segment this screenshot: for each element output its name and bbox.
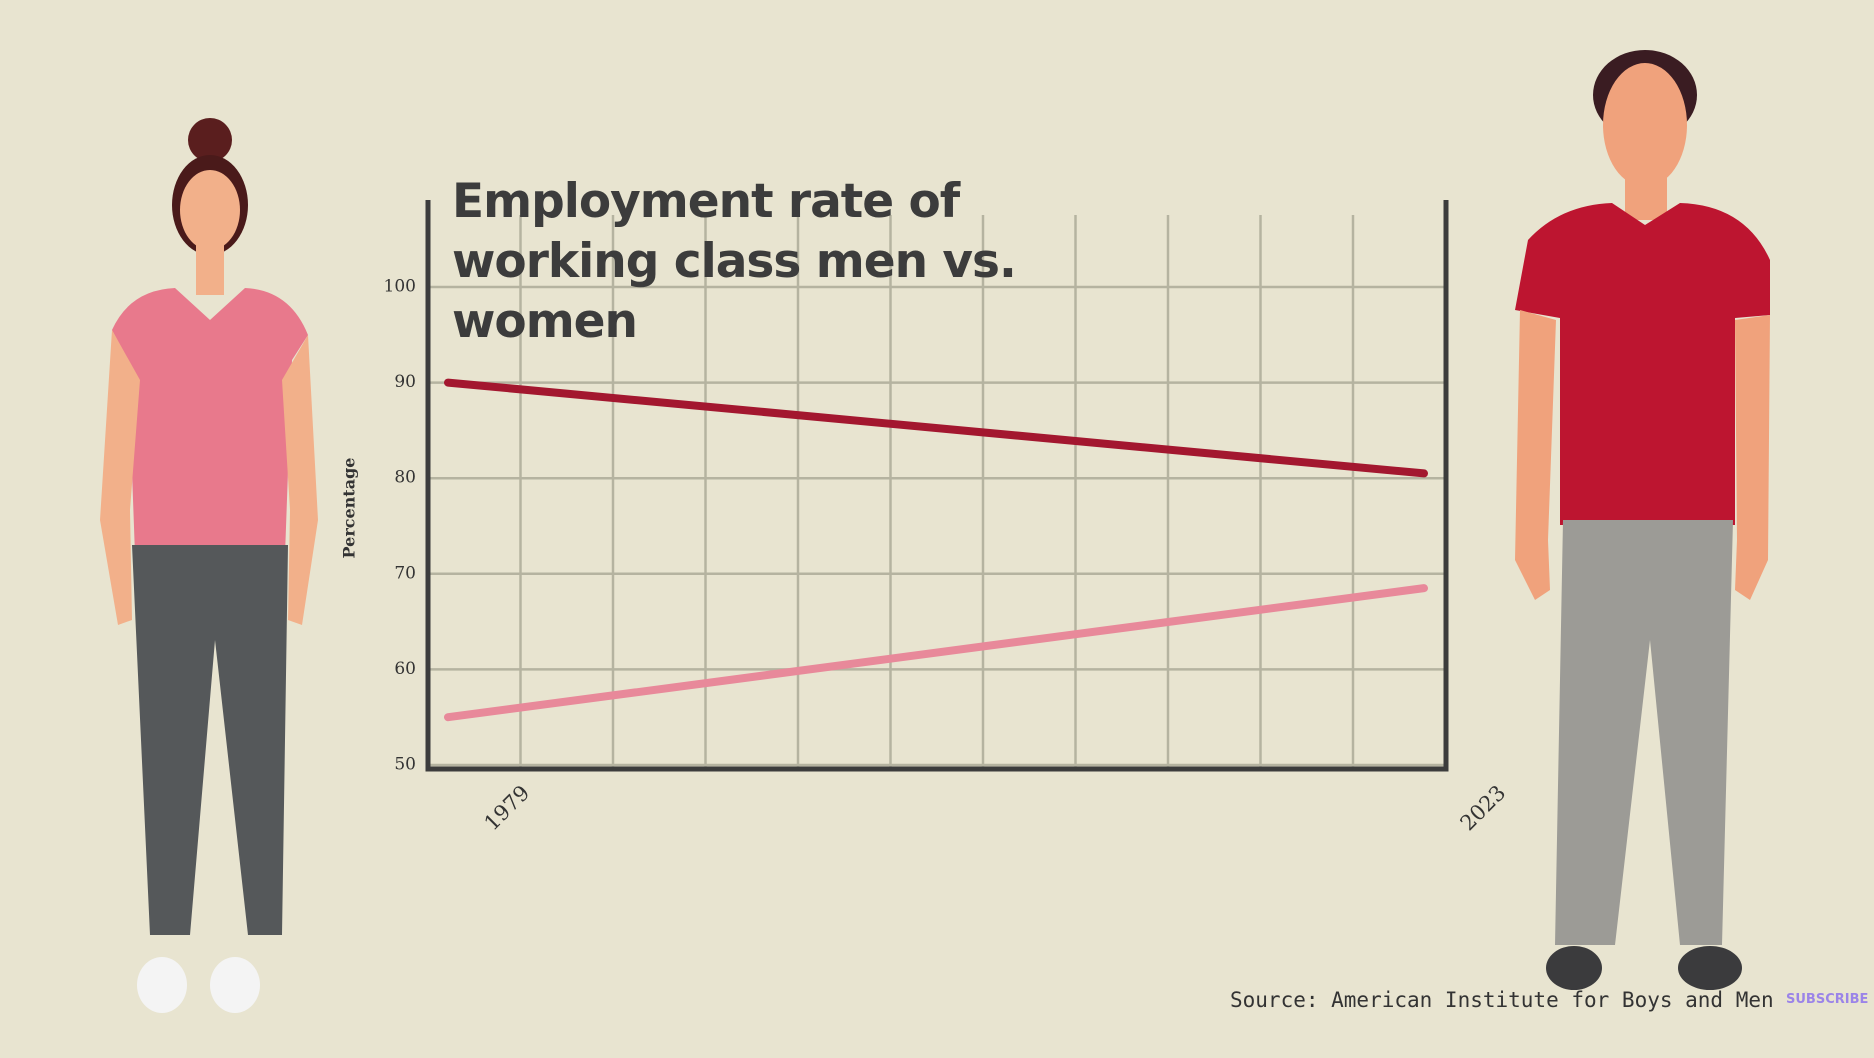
x-tick-label: 2023 bbox=[1456, 781, 1511, 836]
source-note: Source: American Institute for Boys and … bbox=[1230, 988, 1774, 1012]
woman-illustration bbox=[100, 118, 318, 1013]
man-illustration bbox=[1515, 50, 1770, 990]
series-line bbox=[444, 378, 1428, 478]
x-tick-label: 1979 bbox=[480, 781, 535, 836]
y-tick-label: 80 bbox=[394, 468, 416, 488]
chart-title: Employment rate of working class men vs.… bbox=[452, 174, 1017, 349]
y-tick-label: 50 bbox=[394, 755, 416, 775]
y-tick-label: 60 bbox=[394, 659, 416, 679]
axis-frame bbox=[425, 200, 1449, 772]
y-tick-label: 100 bbox=[384, 277, 416, 297]
subscribe-badge[interactable]: SUBSCRIBE bbox=[1786, 992, 1869, 1007]
y-tick-label: 70 bbox=[394, 563, 416, 583]
series-line bbox=[444, 584, 1428, 722]
y-tick-label: 90 bbox=[394, 372, 416, 392]
y-axis-label: Percentage bbox=[340, 458, 359, 559]
